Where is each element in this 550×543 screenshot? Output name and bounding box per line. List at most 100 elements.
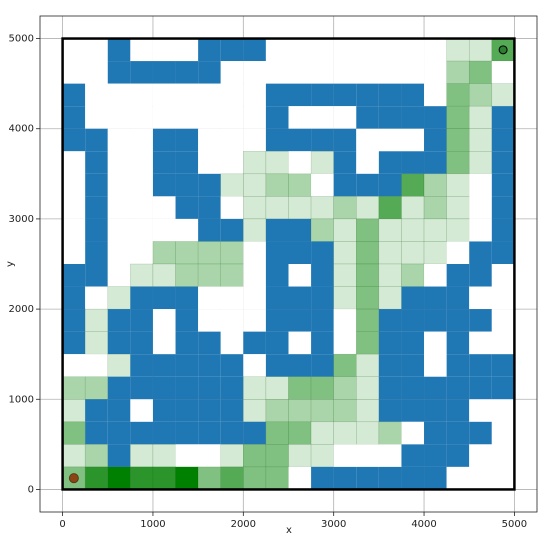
wall-cell <box>401 466 425 490</box>
y-tick-label: 4000 <box>9 124 34 135</box>
path-cell <box>243 151 267 175</box>
path-cell <box>220 196 244 219</box>
path-cell <box>175 106 199 129</box>
path-cell <box>424 83 447 107</box>
path-cell <box>401 421 425 445</box>
wall-cell <box>446 376 470 400</box>
path-cell <box>265 421 289 445</box>
wall-cell <box>130 286 153 310</box>
wall-cell <box>491 173 515 197</box>
path-cell <box>469 196 492 219</box>
path-cell <box>107 264 131 287</box>
path-cell <box>333 38 357 62</box>
wall-cell <box>333 151 357 174</box>
path-cell <box>378 61 402 84</box>
path-cell <box>130 38 153 62</box>
path-cell <box>107 286 131 310</box>
y-axis-label: y <box>5 261 16 267</box>
path-cell <box>152 263 176 287</box>
path-cell <box>175 241 199 265</box>
path-cell <box>84 331 109 355</box>
path-cell <box>333 353 357 377</box>
wall-cell <box>220 38 244 62</box>
path-cell <box>62 151 86 174</box>
path-cell <box>356 421 380 445</box>
path-cell <box>243 173 267 197</box>
path-cell <box>198 106 221 129</box>
path-cell <box>130 173 153 197</box>
wall-cell <box>446 286 470 310</box>
path-cell <box>62 38 86 62</box>
x-axis-label: x <box>286 525 292 536</box>
wall-cell <box>401 83 425 107</box>
path-cell <box>243 376 267 400</box>
path-cell <box>288 196 312 220</box>
path-cell <box>446 128 470 152</box>
wall-cell <box>220 218 244 242</box>
path-cell <box>198 128 221 152</box>
path-cell <box>152 241 176 265</box>
wall-cell <box>265 264 289 287</box>
path-cell <box>175 263 199 287</box>
wall-cell <box>424 128 447 152</box>
wall-cell <box>152 61 176 84</box>
path-cell <box>84 466 109 490</box>
path-cell <box>220 151 244 174</box>
wall-cell <box>333 466 357 490</box>
path-cell <box>175 218 199 242</box>
path-cell <box>288 466 312 490</box>
path-cell <box>378 196 402 220</box>
x-tick-label: 2000 <box>231 519 256 530</box>
wall-cell <box>311 83 334 107</box>
wall-cell <box>469 376 492 400</box>
path-cell <box>85 61 108 84</box>
path-cell <box>378 38 402 62</box>
wall-cell <box>175 286 199 310</box>
wall-cell <box>175 399 199 422</box>
path-cell <box>197 466 221 490</box>
path-cell <box>130 263 154 287</box>
wall-cell <box>152 421 176 445</box>
path-cell <box>378 286 402 310</box>
wall-cell <box>311 286 334 310</box>
wall-cell <box>198 421 221 445</box>
path-cell <box>378 218 402 242</box>
x-tick-label: 5000 <box>502 519 527 530</box>
wall-cell <box>152 286 176 310</box>
wall-cell <box>446 309 470 332</box>
wall-cell <box>107 376 131 400</box>
wall-cell <box>491 128 515 152</box>
path-cell <box>491 83 515 107</box>
path-cell <box>288 376 312 400</box>
wall-cell <box>333 83 357 107</box>
wall-cell <box>62 128 86 152</box>
wall-cell <box>265 309 289 332</box>
wall-cell <box>446 264 470 287</box>
path-cell <box>401 173 425 197</box>
path-cell <box>62 196 86 219</box>
path-cell <box>469 286 492 310</box>
start-marker <box>68 473 79 484</box>
path-cell <box>424 264 447 287</box>
wall-cell <box>378 354 402 377</box>
wall-cell <box>424 286 447 310</box>
maze-cells <box>61 37 516 491</box>
path-cell <box>130 83 153 107</box>
wall-cell <box>378 466 402 490</box>
path-cell <box>333 286 357 310</box>
path-cell <box>220 466 244 490</box>
path-cell <box>85 354 108 377</box>
path-cell <box>152 444 176 468</box>
path-cell <box>333 376 357 400</box>
path-cell <box>243 128 266 152</box>
wall-cell <box>401 444 425 467</box>
wall-cell <box>265 83 289 107</box>
path-cell <box>356 263 380 287</box>
path-cell <box>423 196 447 220</box>
path-cell <box>446 38 470 62</box>
path-cell <box>62 241 86 264</box>
path-cell <box>152 106 176 129</box>
path-cell <box>469 331 492 355</box>
wall-cell <box>424 466 447 490</box>
path-cell <box>378 421 402 445</box>
